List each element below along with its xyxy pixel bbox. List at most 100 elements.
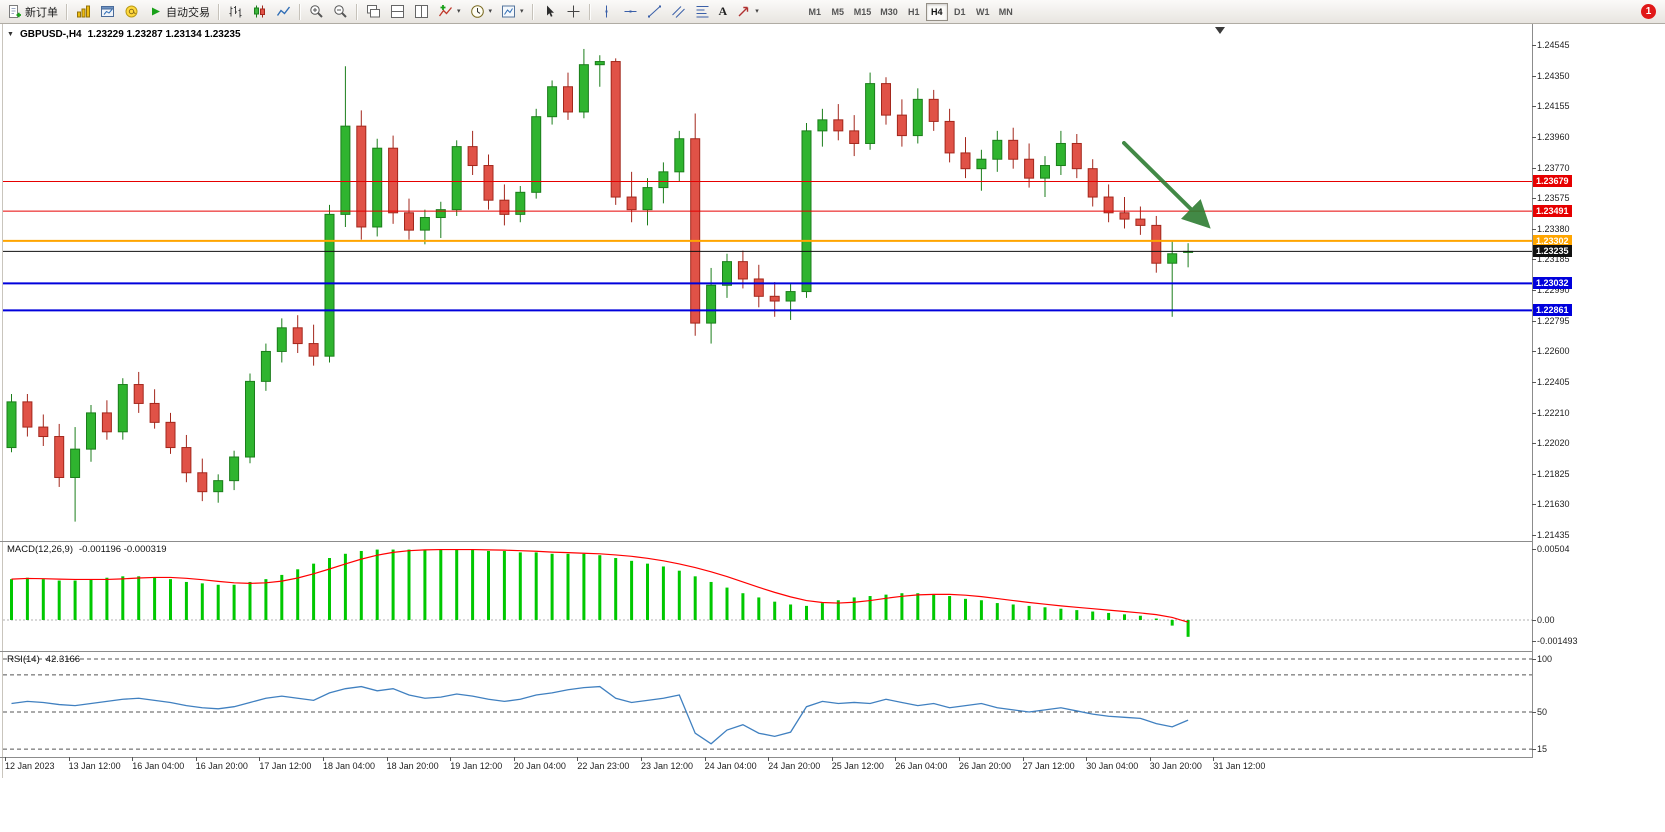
cascade-windows-button[interactable] xyxy=(362,1,385,23)
toolbar-separator xyxy=(588,3,591,20)
new-order-button[interactable]: 新订单 xyxy=(3,1,62,23)
chevron-down-icon: ▾ xyxy=(755,8,759,15)
text-tool-button[interactable]: A xyxy=(715,1,732,23)
time-axis-tick xyxy=(768,757,770,761)
candlestick-mode-button[interactable] xyxy=(248,1,271,23)
price-chart-canvas[interactable] xyxy=(3,25,1532,541)
autotrading-button[interactable]: 自动交易 xyxy=(144,1,214,23)
autotrading-play-icon xyxy=(152,7,160,16)
candles-layer xyxy=(6,48,1194,522)
periods-clock-icon xyxy=(470,5,484,18)
chevron-down-icon: ▾ xyxy=(488,8,493,15)
macd-splitter[interactable] xyxy=(0,541,1532,542)
time-axis-tick xyxy=(68,757,70,761)
line-chart-mode-button[interactable] xyxy=(272,1,295,23)
time-axis-tick xyxy=(323,757,324,761)
charts-window-icon xyxy=(101,6,114,17)
chart-collapse-icon[interactable]: ▼ xyxy=(7,31,14,38)
price-axis-label: 1.21435 xyxy=(1537,530,1570,540)
price-tag-1.23302: 1.23302 xyxy=(1533,234,1572,247)
time-axis-label: 13 Jan 12:00 xyxy=(68,761,121,771)
time-axis-label: 19 Jan 12:00 xyxy=(450,761,503,771)
timeframe-m5[interactable]: M5 xyxy=(831,6,844,17)
time-axis-tick xyxy=(831,757,833,761)
macd-axis-label: 0.00504 xyxy=(1537,544,1570,554)
price-axis-label: 1.24350 xyxy=(1537,70,1570,81)
bar-chart-mode-button[interactable] xyxy=(224,1,247,23)
community-icon xyxy=(125,5,138,18)
trend-arrow xyxy=(1122,141,1211,229)
market-watch-button[interactable] xyxy=(72,1,95,23)
candlestick-chart-icon xyxy=(254,5,265,18)
price-axis-label: 1.23960 xyxy=(1537,131,1570,142)
tile-vertical-button[interactable] xyxy=(410,1,433,23)
alert-badge[interactable]: 1 xyxy=(1641,4,1656,19)
macd-axis-tick xyxy=(1532,641,1536,642)
periods-button[interactable]: ▾ xyxy=(466,1,497,23)
timeframe-m30[interactable]: M30 xyxy=(880,6,898,17)
price-axis-label: 1.22600 xyxy=(1537,346,1570,357)
time-axis-label: 20 Jan 04:00 xyxy=(513,761,566,771)
vertical-line-tool-button[interactable] xyxy=(595,1,618,23)
toolbar-separator xyxy=(66,3,68,20)
toolbar-separator xyxy=(299,3,301,20)
price-axis-label: 1.22990 xyxy=(1537,285,1570,295)
rsi-axis-label: 15 xyxy=(1537,744,1548,755)
trendline-tool-button[interactable] xyxy=(643,1,666,23)
macd-panel-canvas[interactable] xyxy=(3,542,1532,650)
indicators-button[interactable]: ▾ xyxy=(434,1,465,23)
timeframe-w1[interactable]: W1 xyxy=(976,6,990,17)
timeframe-h4[interactable]: H4 xyxy=(925,2,948,21)
zoom-in-button[interactable] xyxy=(305,1,328,23)
cursor-tool-button[interactable] xyxy=(538,1,561,23)
zoom-out-button[interactable] xyxy=(329,1,352,23)
horizontal-line-tool-button[interactable] xyxy=(619,1,642,23)
price-axis-tick xyxy=(1532,351,1536,353)
rsi-splitter[interactable] xyxy=(0,651,1532,652)
crosshair-tool-button[interactable] xyxy=(562,1,585,23)
price-axis-label: 1.24545 xyxy=(1537,40,1570,50)
rsi-axis-tick xyxy=(1532,749,1536,751)
time-axis-tick xyxy=(1086,757,1088,761)
timeframe-h1[interactable]: H1 xyxy=(908,6,920,17)
macd-axis-label: -0.001493 xyxy=(1537,636,1578,646)
templates-icon xyxy=(502,5,516,18)
zoom-out-icon xyxy=(334,5,347,18)
time-axis-tick xyxy=(132,757,134,761)
tile-horizontal-button[interactable] xyxy=(386,1,409,23)
fibonacci-tool-button[interactable] xyxy=(691,1,714,23)
arrows-tool-button[interactable]: ▾ xyxy=(732,1,763,23)
price-axis-tick xyxy=(1532,75,1536,77)
market-watch-icon xyxy=(77,5,90,18)
macd-axis-label: 0.00 xyxy=(1537,614,1555,625)
time-axis-tick xyxy=(1213,757,1215,761)
price-axis-label: 1.24155 xyxy=(1537,101,1570,112)
new-chart-button[interactable] xyxy=(96,1,119,23)
time-axis-label: 26 Jan 04:00 xyxy=(895,761,948,771)
templates-button[interactable]: ▾ xyxy=(497,1,528,23)
arrow-tool-icon xyxy=(738,6,749,17)
rsi-value: 42.3166 xyxy=(45,654,81,665)
timeframe-m1[interactable]: M1 xyxy=(808,6,821,17)
time-axis-tick xyxy=(450,757,452,761)
tile-horizontal-icon xyxy=(391,5,404,18)
rsi-axis-tick xyxy=(1532,659,1536,660)
price-axis-tick xyxy=(1532,320,1536,322)
timeframe-mn[interactable]: MN xyxy=(998,6,1013,17)
timeframe-d1[interactable]: D1 xyxy=(954,6,966,17)
price-axis-tick xyxy=(1532,228,1536,230)
rsi-panel-canvas[interactable] xyxy=(3,652,1532,757)
timeframe-m15[interactable]: M15 xyxy=(853,6,872,17)
price-axis-tick xyxy=(1532,535,1536,536)
chart-header: ▼ GBPUSD-,H4 1.23229 1.23287 1.23134 1.2… xyxy=(7,29,241,40)
channel-tool-button[interactable] xyxy=(667,1,690,23)
fibonacci-icon xyxy=(696,6,709,18)
time-axis-label: 12 Jan 2023 xyxy=(5,761,55,771)
time-axis-label: 24 Jan 20:00 xyxy=(768,761,821,771)
macd-axis-tick xyxy=(1532,549,1536,550)
time-axis-label: 27 Jan 12:00 xyxy=(1022,761,1075,771)
time-axis-tick xyxy=(5,757,6,761)
price-axis-label: 1.22405 xyxy=(1537,376,1570,387)
community-button[interactable] xyxy=(120,1,143,23)
time-axis-tick xyxy=(641,757,642,761)
